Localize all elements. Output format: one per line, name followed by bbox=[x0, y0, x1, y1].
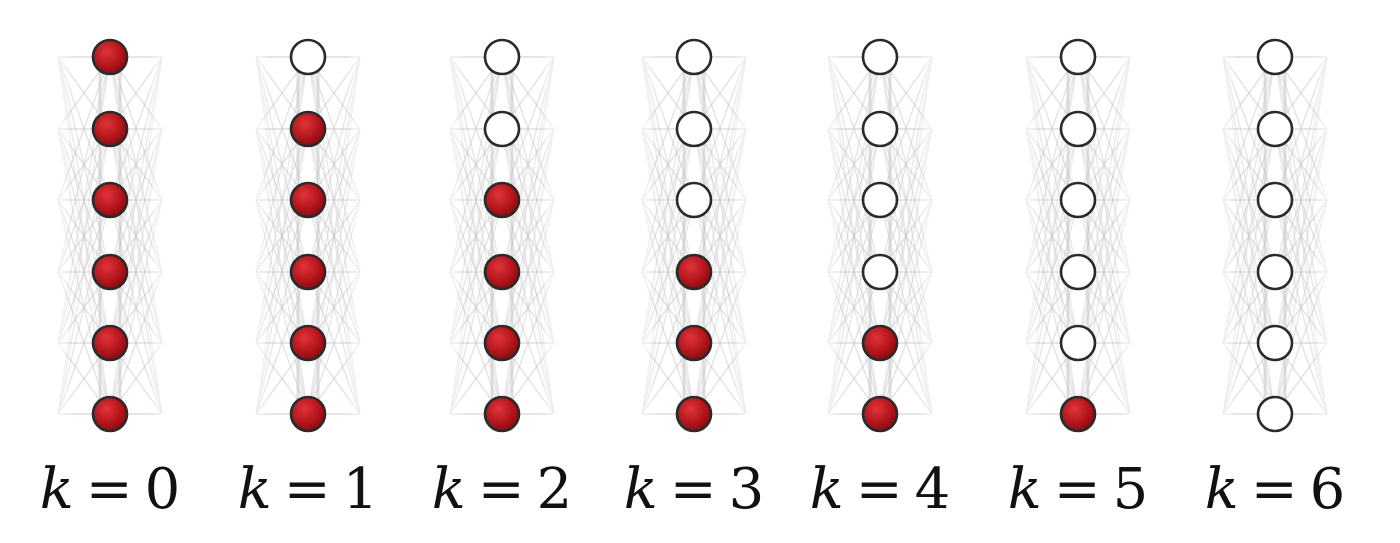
edge-fade bbox=[50, 32, 72, 439]
label-value: 1 bbox=[343, 457, 379, 522]
empty-node bbox=[483, 38, 521, 76]
filled-node bbox=[91, 395, 129, 433]
label-operator: = bbox=[670, 457, 717, 522]
filled-node bbox=[289, 253, 327, 291]
filled-node bbox=[483, 253, 521, 291]
empty-node bbox=[1059, 38, 1097, 76]
empty-node bbox=[1256, 324, 1294, 362]
empty-node bbox=[1059, 324, 1097, 362]
empty-node bbox=[1059, 110, 1097, 148]
label-value: 4 bbox=[915, 457, 951, 522]
filled-node bbox=[91, 38, 129, 76]
label-operator: = bbox=[856, 457, 903, 522]
network-panel: k = 6 bbox=[1205, 32, 1346, 522]
empty-node bbox=[675, 181, 713, 219]
empty-node bbox=[861, 181, 899, 219]
panel-label: k = 2 bbox=[432, 457, 573, 522]
empty-node bbox=[1256, 253, 1294, 291]
filled-node bbox=[483, 395, 521, 433]
empty-node bbox=[1256, 110, 1294, 148]
filled-node bbox=[861, 324, 899, 362]
filled-node bbox=[289, 110, 327, 148]
label-variable: k bbox=[238, 457, 272, 522]
empty-node bbox=[1256, 181, 1294, 219]
label-variable: k bbox=[1205, 457, 1239, 522]
filled-node bbox=[675, 395, 713, 433]
filled-node bbox=[91, 324, 129, 362]
panel-label: k = 3 bbox=[624, 457, 765, 522]
filled-node bbox=[91, 110, 129, 148]
panel-label: k = 4 bbox=[810, 457, 951, 522]
filled-node bbox=[861, 395, 899, 433]
empty-node bbox=[483, 110, 521, 148]
edge-bundle bbox=[1215, 32, 1335, 439]
label-operator: = bbox=[86, 457, 133, 522]
label-variable: k bbox=[810, 457, 844, 522]
network-panel: k = 0 bbox=[40, 32, 181, 522]
label-operator: = bbox=[478, 457, 525, 522]
filled-node bbox=[289, 181, 327, 219]
label-value: 0 bbox=[145, 457, 181, 522]
edge-bundle bbox=[248, 32, 368, 439]
label-variable: k bbox=[624, 457, 658, 522]
edge-bundle bbox=[50, 32, 170, 439]
empty-node bbox=[861, 110, 899, 148]
filled-node bbox=[483, 181, 521, 219]
edge-fade bbox=[1215, 32, 1237, 439]
edge-fade bbox=[148, 32, 170, 439]
filled-node bbox=[483, 324, 521, 362]
edge-fade bbox=[634, 32, 656, 439]
label-variable: k bbox=[40, 457, 74, 522]
label-variable: k bbox=[432, 457, 466, 522]
empty-node bbox=[289, 38, 327, 76]
label-operator: = bbox=[284, 457, 331, 522]
network-panel: k = 1 bbox=[238, 32, 379, 522]
label-value: 6 bbox=[1310, 457, 1346, 522]
label-operator: = bbox=[1054, 457, 1101, 522]
edge-fade bbox=[820, 32, 842, 439]
edge-fade bbox=[248, 32, 270, 439]
empty-node bbox=[861, 38, 899, 76]
label-operator: = bbox=[1251, 457, 1298, 522]
network-panel: k = 5 bbox=[1008, 32, 1149, 522]
empty-node bbox=[1256, 38, 1294, 76]
edge-fade bbox=[918, 32, 940, 439]
edge-bundle bbox=[442, 32, 562, 439]
panel-label: k = 1 bbox=[238, 457, 379, 522]
filled-node bbox=[91, 181, 129, 219]
edge-fade bbox=[1116, 32, 1138, 439]
empty-node bbox=[1256, 395, 1294, 433]
network-panel: k = 3 bbox=[624, 32, 765, 522]
empty-node bbox=[675, 38, 713, 76]
edge-fade bbox=[1018, 32, 1040, 439]
panel-label: k = 6 bbox=[1205, 457, 1346, 522]
filled-node bbox=[91, 253, 129, 291]
network-panel: k = 4 bbox=[810, 32, 951, 522]
empty-node bbox=[675, 110, 713, 148]
edge-fade bbox=[346, 32, 368, 439]
edge-bundle bbox=[634, 32, 754, 439]
empty-node bbox=[1059, 253, 1097, 291]
panel-label: k = 0 bbox=[40, 457, 181, 522]
panel-label: k = 5 bbox=[1008, 457, 1149, 522]
empty-node bbox=[1059, 181, 1097, 219]
edge-fade bbox=[540, 32, 562, 439]
label-value: 2 bbox=[537, 457, 573, 522]
filled-node bbox=[675, 324, 713, 362]
edge-fade bbox=[732, 32, 754, 439]
filled-node bbox=[289, 324, 327, 362]
filled-node bbox=[1059, 395, 1097, 433]
edge-bundle bbox=[1018, 32, 1138, 439]
empty-node bbox=[861, 253, 899, 291]
edge-fade bbox=[1313, 32, 1335, 439]
label-variable: k bbox=[1008, 457, 1042, 522]
filled-node bbox=[289, 395, 327, 433]
label-value: 5 bbox=[1113, 457, 1149, 522]
filled-node bbox=[675, 253, 713, 291]
edge-bundle bbox=[820, 32, 940, 439]
edge-fade bbox=[442, 32, 464, 439]
label-value: 3 bbox=[729, 457, 765, 522]
network-panel: k = 2 bbox=[432, 32, 573, 522]
